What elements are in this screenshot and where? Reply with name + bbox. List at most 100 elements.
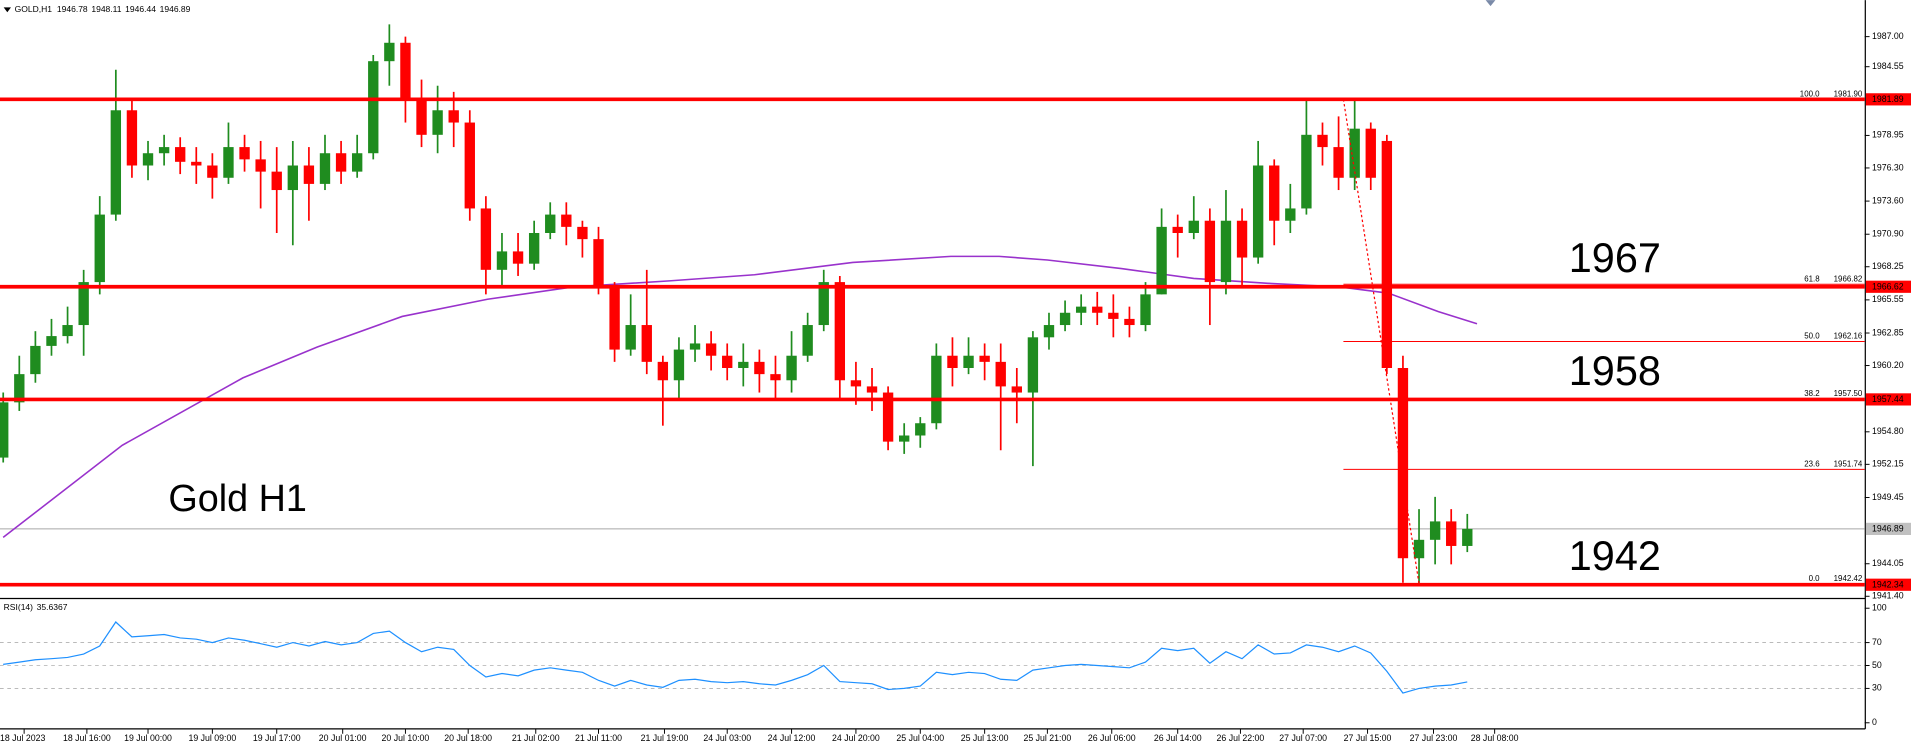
x-tick-label: 24 Jul 03:00	[703, 733, 751, 743]
candle-body	[593, 239, 604, 289]
x-tick-label: 19 Jul 09:00	[188, 733, 236, 743]
rsi-line	[3, 621, 1468, 694]
candle-body	[287, 165, 298, 191]
candle-body	[1333, 147, 1344, 178]
y-tick-label: 1954.80	[1872, 426, 1904, 436]
candle-body	[207, 165, 218, 178]
x-tick-label: 26 Jul 06:00	[1088, 733, 1136, 743]
price-tag-label: 1946.89	[1872, 524, 1904, 534]
y-tick-label: 1984.55	[1872, 61, 1904, 71]
candle-body	[175, 147, 186, 162]
fib-price-label: 1962.16	[1834, 332, 1863, 341]
annotation: Gold H1	[168, 478, 307, 520]
candle-body	[963, 355, 974, 368]
candle-body	[1027, 337, 1039, 393]
candle-body	[30, 345, 41, 375]
price-tag-label: 1942.34	[1872, 579, 1904, 589]
x-tick-label: 21 Jul 11:00	[575, 733, 622, 743]
candle-body	[464, 122, 475, 209]
y-tick-label: 1962.85	[1872, 327, 1904, 337]
x-tick-label: 19 Jul 17:00	[253, 733, 301, 743]
fib-level-label: 50.0	[1804, 332, 1820, 341]
x-tick-label: 21 Jul 19:00	[641, 733, 689, 743]
y-tick-label: 1952.15	[1872, 459, 1904, 469]
header: GOLD,H1 1946.78 1948.11 1946.44 1946.89	[15, 4, 191, 14]
candle-body	[1252, 165, 1264, 258]
candle-body	[62, 325, 73, 337]
candle-body	[384, 42, 395, 62]
fib-trend-line	[1342, 99, 1420, 584]
price-tag	[1865, 93, 1911, 106]
candle-body	[1381, 140, 1393, 368]
candle-body	[705, 343, 717, 356]
x-tick-label: 19 Jul 00:00	[124, 733, 172, 743]
fib-level-label: 61.8	[1804, 275, 1820, 284]
candle-body	[335, 153, 347, 172]
candle-body	[1172, 226, 1183, 233]
candle-body	[1365, 128, 1376, 178]
rsi-tick-label: 0	[1872, 717, 1877, 727]
header-close: 1946.89	[160, 4, 191, 14]
fib-price-label: 1957.50	[1834, 389, 1863, 398]
candle-body	[1220, 220, 1232, 283]
candle-body	[754, 361, 765, 375]
y-tick-label: 1973.60	[1872, 195, 1904, 205]
candle-body	[545, 214, 556, 233]
rsi-tick-label: 70	[1872, 637, 1882, 647]
y-tick-label: 1976.30	[1872, 162, 1904, 172]
candle-body	[1462, 528, 1473, 546]
rsi-last: 35.6367	[37, 602, 68, 612]
candle-body	[14, 374, 25, 403]
candle-body	[689, 343, 701, 350]
candle-body	[400, 42, 411, 98]
shift-marker	[1485, 0, 1496, 7]
candle-body	[1285, 208, 1296, 221]
candle-body	[1188, 220, 1199, 233]
candle-body	[1269, 165, 1280, 221]
x-tick-label: 25 Jul 21:00	[1023, 733, 1071, 743]
candle-body	[78, 282, 89, 326]
candle-body	[1236, 220, 1248, 258]
level-annotation: 1967	[1569, 234, 1661, 281]
candle-body	[1397, 367, 1409, 559]
candle-body	[512, 251, 524, 264]
fib-price-label: 1942.42	[1834, 574, 1863, 583]
rsi-tick-label: 50	[1872, 660, 1882, 670]
y-tick-label: 1987.00	[1872, 31, 1904, 41]
candle-body	[1011, 386, 1022, 393]
x-tick-label: 21 Jul 02:00	[512, 733, 560, 743]
x-tick-label: 24 Jul 12:00	[768, 733, 816, 743]
candle-body	[979, 355, 990, 362]
y-tick-label: 1968.25	[1872, 261, 1904, 271]
candle-body	[1043, 325, 1055, 338]
rsi-header: RSI(14) 35.6367	[4, 602, 68, 612]
candle-body	[657, 361, 669, 381]
x-tick-label: 20 Jul 10:00	[382, 733, 430, 743]
candle-body	[1446, 521, 1457, 546]
fib-price-label: 1951.74	[1834, 460, 1863, 469]
x-tick-label: 24 Jul 20:00	[832, 733, 880, 743]
price-tag	[1865, 393, 1911, 406]
candle-body	[1108, 312, 1119, 319]
y-tick-label: 1970.90	[1872, 229, 1904, 239]
candle-body	[1317, 134, 1328, 148]
candle-body	[368, 61, 379, 154]
price-tag	[1865, 280, 1911, 293]
candle-body	[158, 147, 170, 154]
x-tick-label: 27 Jul 15:00	[1344, 733, 1392, 743]
candle-body	[239, 147, 250, 160]
candle-body	[609, 288, 620, 350]
x-tick-label: 20 Jul 18:00	[444, 733, 492, 743]
candle-body	[786, 355, 797, 381]
candle-body	[818, 282, 829, 326]
candle-body	[915, 423, 926, 436]
x-tick-label: 28 Jul 08:00	[1471, 733, 1519, 743]
collapse-arrow[interactable]	[3, 7, 11, 13]
fib-level-label: 38.2	[1804, 389, 1819, 398]
candle-body	[319, 153, 331, 184]
fib-level-label: 100.0	[1800, 89, 1820, 98]
x-tick-label: 25 Jul 04:00	[896, 733, 944, 743]
candle-body	[738, 361, 749, 368]
